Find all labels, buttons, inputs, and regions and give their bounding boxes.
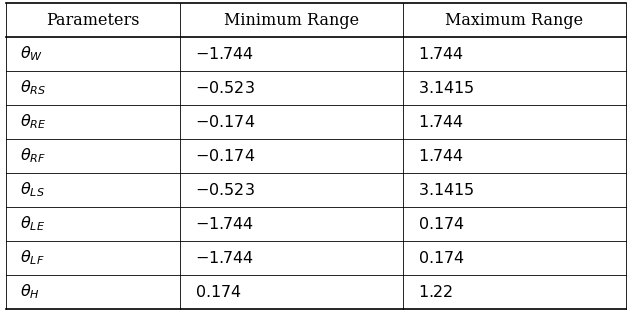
Text: $0.174$: $0.174$ bbox=[418, 216, 465, 232]
Text: $0.174$: $0.174$ bbox=[195, 284, 242, 300]
Text: $-1.744$: $-1.744$ bbox=[195, 250, 254, 266]
Text: $1.744$: $1.744$ bbox=[418, 148, 464, 164]
Text: $\theta_W$: $\theta_W$ bbox=[20, 45, 44, 63]
Text: $1.744$: $1.744$ bbox=[418, 114, 464, 130]
Text: $-1.744$: $-1.744$ bbox=[195, 216, 254, 232]
Text: $\theta_H$: $\theta_H$ bbox=[20, 283, 40, 301]
Text: $-0.523$: $-0.523$ bbox=[195, 80, 255, 96]
Text: $\theta_{RF}$: $\theta_{RF}$ bbox=[20, 147, 46, 165]
Text: $-0.523$: $-0.523$ bbox=[195, 182, 255, 198]
Text: $-1.744$: $-1.744$ bbox=[195, 46, 254, 62]
Text: $\theta_{LE}$: $\theta_{LE}$ bbox=[20, 215, 46, 233]
Text: $\theta_{RS}$: $\theta_{RS}$ bbox=[20, 79, 47, 97]
Text: $0.174$: $0.174$ bbox=[418, 250, 465, 266]
Text: $-0.174$: $-0.174$ bbox=[195, 148, 255, 164]
Text: $\theta_{LS}$: $\theta_{LS}$ bbox=[20, 181, 45, 199]
Text: $1.744$: $1.744$ bbox=[418, 46, 464, 62]
Text: $1.22$: $1.22$ bbox=[418, 284, 453, 300]
Text: Parameters: Parameters bbox=[46, 12, 140, 29]
Text: $-0.174$: $-0.174$ bbox=[195, 114, 255, 130]
Text: $3.1415$: $3.1415$ bbox=[418, 80, 475, 96]
Text: Minimum Range: Minimum Range bbox=[224, 12, 359, 29]
Text: $3.1415$: $3.1415$ bbox=[418, 182, 475, 198]
Text: Maximum Range: Maximum Range bbox=[445, 12, 583, 29]
Text: $\theta_{LF}$: $\theta_{LF}$ bbox=[20, 249, 45, 267]
Text: $\theta_{RE}$: $\theta_{RE}$ bbox=[20, 113, 47, 131]
